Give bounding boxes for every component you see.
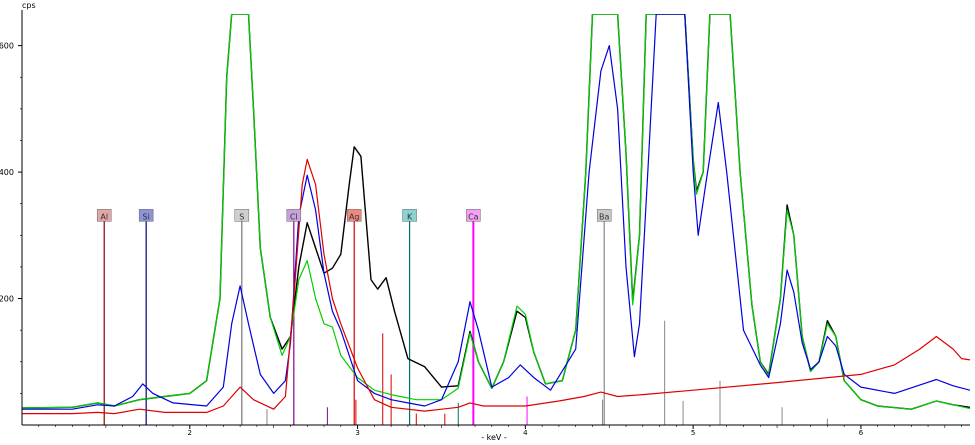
x-axis-label: - keV - — [481, 433, 507, 442]
x-tick-label-4: 4 — [523, 429, 528, 437]
element-box-ba[interactable] — [596, 209, 612, 222]
element-box-ca[interactable] — [466, 209, 481, 222]
series-line-2 — [22, 14, 970, 410]
series-line-3 — [22, 158, 970, 415]
element-label-si: Si — [143, 212, 150, 221]
element-label-ca: Ca — [468, 212, 479, 221]
series-line-1 — [22, 14, 970, 410]
element-label-cl: Cl — [290, 212, 298, 221]
element-label-s: S — [239, 212, 244, 221]
x-tick-label-5: 5 — [691, 429, 695, 437]
element-box-cl[interactable] — [286, 209, 302, 222]
series-line-0 — [22, 14, 970, 410]
element-box-k[interactable] — [402, 209, 417, 222]
element-label-ag: Ag — [349, 212, 360, 221]
element-label-al: Al — [100, 212, 108, 221]
element-box-al[interactable] — [96, 209, 112, 222]
plot-area: Al Si S Cl Ag K Ca Ba — [22, 14, 970, 425]
axes: 200 400 600 2 3 4 5 6 — [0, 10, 970, 437]
element-box-s[interactable] — [234, 209, 250, 222]
x-tick-label-6: 6 — [859, 429, 864, 437]
element-box-si[interactable] — [138, 209, 154, 222]
x-tick-label-2: 2 — [188, 429, 192, 437]
element-label-ba: Ba — [599, 212, 609, 221]
element-box-ag[interactable] — [346, 209, 362, 222]
y-tick-label-200: 200 — [0, 295, 14, 304]
y-tick-label-600: 600 — [0, 42, 14, 51]
x-tick-label-3: 3 — [355, 429, 359, 437]
y-axis-label: cps — [22, 1, 36, 10]
y-tick-label-400: 400 — [0, 168, 14, 177]
element-label-k: K — [407, 212, 413, 221]
